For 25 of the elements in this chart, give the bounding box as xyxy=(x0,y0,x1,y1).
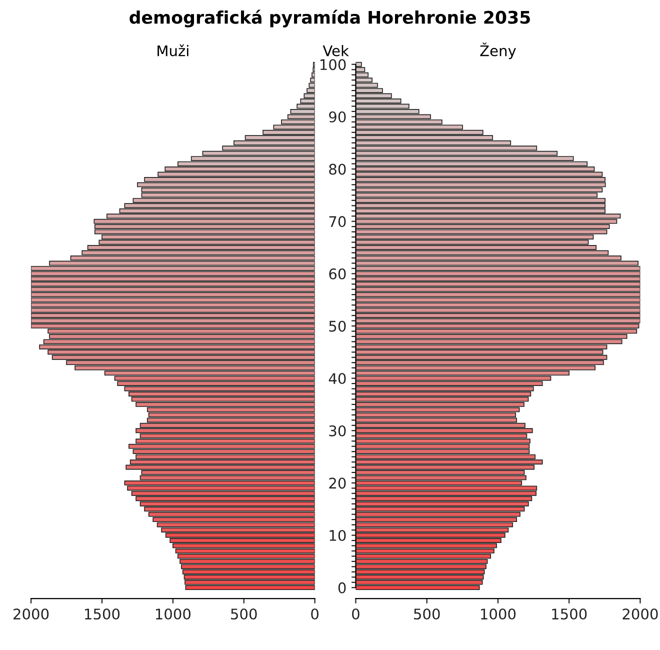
x-tick-label: 1000 xyxy=(156,608,191,620)
y-tick-label: 10 xyxy=(330,530,346,542)
y-tick-label: 60 xyxy=(329,268,346,280)
y-tick-label: 20 xyxy=(329,478,346,489)
chart-subtitle: Muži xyxy=(158,44,188,56)
y-tick-label: 50 xyxy=(329,320,346,332)
x-tick-label: 2000 xyxy=(14,608,49,620)
y-tick-label: 90 xyxy=(329,111,346,122)
chart-subtitle: Ženy xyxy=(480,42,516,60)
chart-title: demografická pyramída Horehronie 2035 xyxy=(130,10,530,28)
y-tick-label: 0 xyxy=(338,582,346,594)
x-tick-label: 0 xyxy=(352,608,360,620)
y-axis-title: Vek xyxy=(322,44,349,56)
y-tick-label: 40 xyxy=(328,373,346,384)
x-tick-label: 500 xyxy=(231,608,257,620)
x-tick-label: 500 xyxy=(414,608,440,620)
y-tick-label: 30 xyxy=(329,425,346,436)
x-tick-label: 0 xyxy=(311,608,318,620)
x-tick-label: 1500 xyxy=(85,608,120,620)
y-tick-label: 80 xyxy=(329,164,346,175)
x-tick-label: 1000 xyxy=(481,608,516,620)
y-tick-label: 100 xyxy=(320,59,346,70)
x-tick-label: 2000 xyxy=(622,608,658,620)
y-tick-label: 70 xyxy=(329,216,346,228)
x-tick-label: 1500 xyxy=(552,608,587,620)
